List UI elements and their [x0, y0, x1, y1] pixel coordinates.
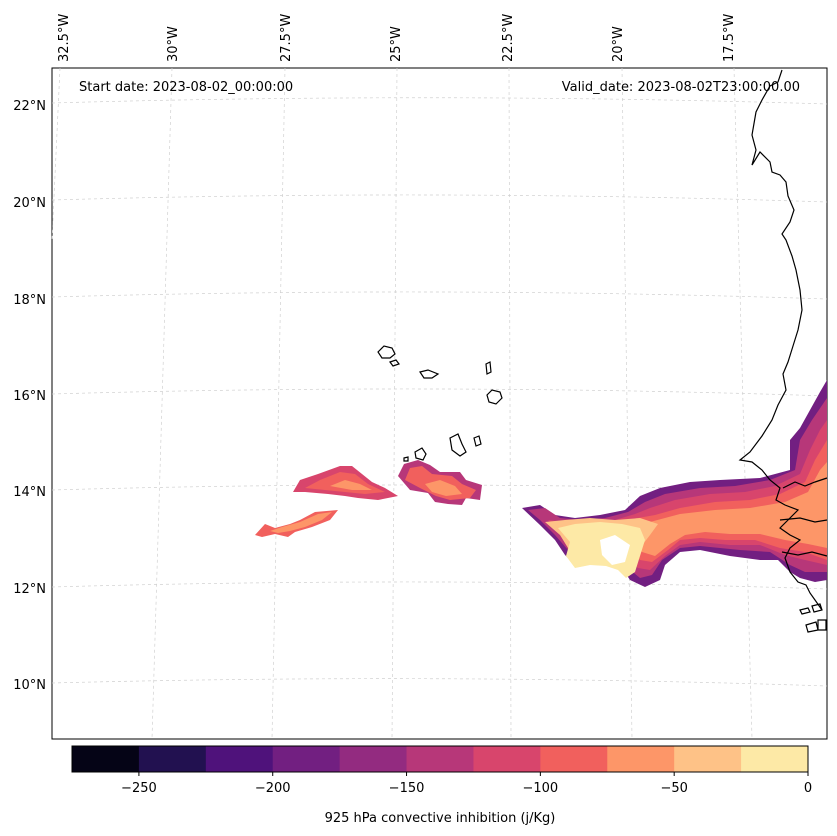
- colorbar: −250 −200 −150 −100 −50 0 925 hPa convective …: [71, 745, 812, 826]
- valid-date-label: Valid_date: 2023-08-02T23:00:00.00: [562, 80, 800, 95]
- longitude-labels: 32.5°W 30°W 27.5°W 25°W 22.5°W 20°W 17.5…: [57, 14, 737, 62]
- lat-label: 22°N: [13, 99, 46, 114]
- island-fogo: [414, 447, 427, 461]
- latitude-labels: 22°N 20°N 18°N 16°N 14°N 12°N 10°N: [13, 99, 46, 693]
- colorbar-swatch: [540, 746, 608, 772]
- lat-label: 20°N: [13, 196, 46, 211]
- central-patch-core: [425, 480, 462, 496]
- island-santo-antao: [377, 345, 396, 359]
- west-small-patch-inner: [270, 512, 332, 533]
- colorbar-ticks: −250 −200 −150 −100 −50 0: [121, 772, 812, 796]
- lon-label: 22.5°W: [501, 14, 516, 62]
- lon-label: 32.5°W: [57, 14, 72, 62]
- lat-label: 14°N: [13, 485, 46, 500]
- colorbar-tick-label: 0: [804, 781, 812, 796]
- colorbar-swatch: [741, 746, 809, 772]
- lon-label: 17.5°W: [722, 14, 737, 62]
- colorbar-swatch: [205, 746, 274, 772]
- inland-border: [782, 477, 828, 489]
- west-central-patch-core: [330, 480, 372, 490]
- colorbar-swatch: [272, 746, 341, 772]
- island-santiago: [449, 433, 467, 457]
- lat-label: 18°N: [13, 293, 46, 308]
- guinea-border: [781, 551, 828, 557]
- island-maio: [473, 435, 482, 447]
- gambia-border: [779, 517, 828, 523]
- colorbar-tick-label: −50: [660, 781, 687, 796]
- island-boa-vista: [486, 389, 503, 405]
- lon-label: 27.5°W: [279, 14, 294, 62]
- colorbar-swatch: [674, 746, 742, 772]
- lat-label: 10°N: [13, 678, 46, 693]
- island-sao-nicolau: [419, 369, 440, 379]
- colorbar-tick-label: −100: [523, 781, 559, 796]
- coastal-system-hole: [600, 535, 630, 565]
- island-brava: [403, 456, 409, 462]
- bijagos-islands: [799, 603, 827, 633]
- africa-coastline: [738, 69, 823, 611]
- island-sal: [485, 361, 492, 375]
- colorbar-swatch: [607, 746, 675, 772]
- lon-label: 25°W: [389, 26, 404, 62]
- colorbar-swatches: [72, 746, 809, 772]
- colorbar-swatch: [406, 746, 474, 772]
- lat-label: 12°N: [13, 582, 46, 597]
- map-frame: [51, 67, 828, 740]
- lon-label: 20°W: [611, 26, 626, 62]
- start-date-label: Start date: 2023-08-02_00:00:00: [79, 80, 293, 95]
- colorbar-swatch: [72, 746, 140, 772]
- colorbar-swatch: [339, 746, 408, 772]
- lat-label: 16°N: [13, 389, 46, 404]
- coastlines: [377, 69, 828, 633]
- island-sao-vicente: [389, 359, 400, 367]
- colorbar-tick-label: −250: [121, 781, 157, 796]
- lon-label: 30°W: [166, 26, 181, 62]
- colorbar-tick-label: −150: [389, 781, 425, 796]
- colorbar-label: 925 hPa convective inhibition (j/Kg): [325, 811, 556, 826]
- colorbar-tick-label: −200: [255, 781, 291, 796]
- colorbar-swatch: [473, 746, 541, 772]
- colorbar-frame: [71, 745, 809, 773]
- colorbar-swatch: [138, 746, 207, 772]
- cin-fields: [255, 380, 827, 587]
- graticule: [51, 67, 828, 740]
